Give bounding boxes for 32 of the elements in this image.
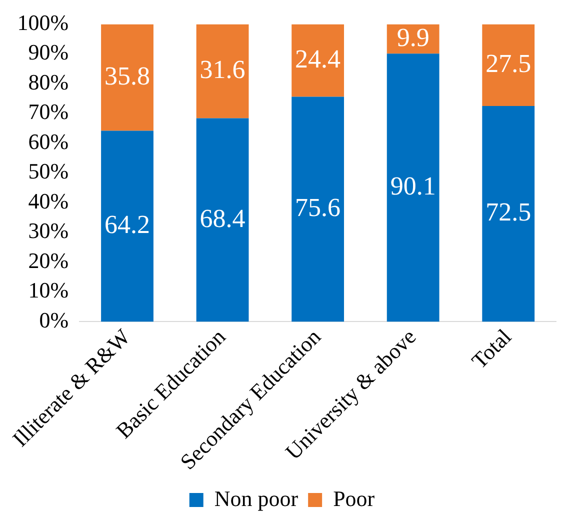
bar [196, 118, 249, 322]
y-tick-label: 30% [28, 218, 69, 244]
data-label: 64.2 [104, 210, 150, 240]
y-tick-label: 40% [28, 188, 69, 214]
data-label: 27.5 [486, 48, 532, 78]
y-tick-label: 80% [28, 69, 69, 94]
y-tick-label: 100% [17, 10, 69, 35]
data-label: 68.4 [200, 204, 246, 233]
bar [482, 106, 535, 322]
data-label: 9.9 [396, 22, 430, 52]
data-label: 90.1 [390, 172, 436, 201]
bar [386, 54, 440, 322]
y-tick-label: 90% [28, 40, 69, 65]
data-label: 24.4 [295, 44, 341, 74]
y-tick-label: 70% [28, 99, 69, 124]
y-tick-label: 50% [28, 158, 69, 184]
y-tick-label: 20% [28, 248, 69, 273]
data-label: 35.8 [104, 61, 150, 90]
y-tick-label: 0% [39, 307, 69, 332]
bar [482, 24, 535, 106]
y-tick-label: 10% [28, 278, 69, 303]
bar [196, 24, 249, 118]
bar [292, 24, 344, 97]
data-label: 75.6 [295, 193, 341, 222]
data-label: 31.6 [200, 55, 246, 84]
y-tick-label: 60% [28, 128, 69, 154]
legend-label: Poor [333, 486, 376, 511]
data-label: 72.5 [486, 198, 532, 227]
bar [101, 24, 154, 131]
bar [101, 130, 154, 322]
bar [292, 96, 344, 322]
legend-label: Non poor [214, 486, 299, 511]
